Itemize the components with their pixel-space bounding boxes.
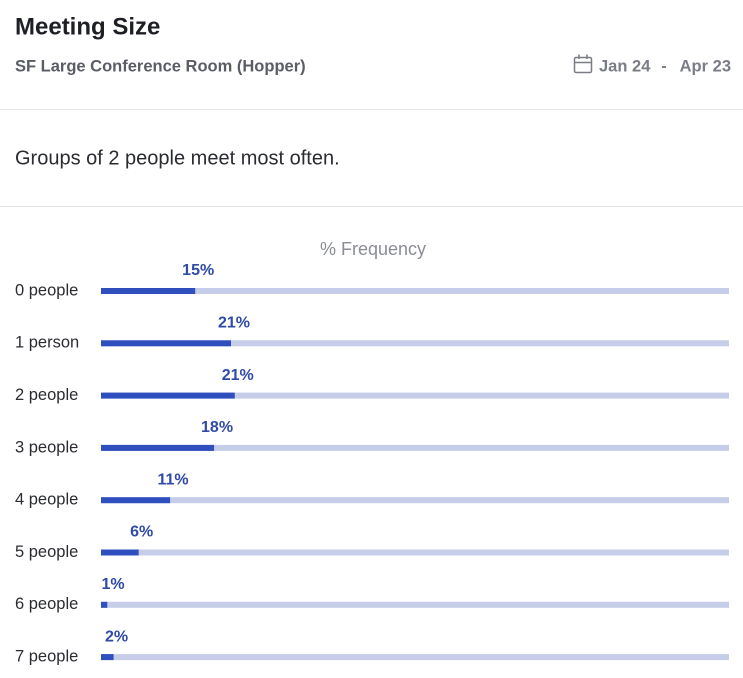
- value-label: 6%: [130, 524, 153, 541]
- value-label: 2%: [105, 628, 128, 645]
- category-label: 5 people: [15, 543, 78, 561]
- bar: [101, 444, 215, 451]
- chart-title: % Frequency: [320, 239, 426, 259]
- category-label: 1 person: [15, 334, 79, 352]
- category-label: 0 people: [15, 281, 78, 299]
- category-label: 6 people: [15, 595, 78, 613]
- value-label: 21%: [222, 367, 254, 384]
- value-label: 15%: [182, 262, 214, 279]
- value-label: 18%: [201, 419, 233, 436]
- calendar-icon: [573, 54, 593, 74]
- room-name: SF Large Conference Room (Hopper): [15, 57, 306, 75]
- bar: [101, 654, 114, 661]
- bar: [101, 549, 139, 556]
- category-label: 7 people: [15, 647, 78, 665]
- bar-track: [101, 340, 729, 347]
- bar-track: [101, 288, 729, 294]
- date-end: Apr 23: [680, 57, 731, 75]
- bar: [101, 601, 108, 608]
- card-title: Meeting Size: [15, 13, 160, 40]
- bar: [101, 497, 171, 504]
- category-label: 3 people: [15, 438, 78, 456]
- bar: [101, 392, 235, 399]
- value-label: 1%: [101, 576, 124, 593]
- bar: [101, 340, 231, 347]
- date-separator: -: [661, 57, 667, 75]
- value-label: 11%: [158, 471, 189, 488]
- value-label: 21%: [218, 315, 250, 332]
- category-label: 2 people: [15, 386, 78, 404]
- bar-track: [101, 497, 729, 504]
- bar-track: [101, 601, 729, 608]
- date-start: Jan 24: [599, 57, 651, 75]
- bar: [101, 288, 196, 294]
- bar-track: [101, 654, 729, 661]
- bar-track: [101, 392, 729, 399]
- bar-track: [101, 444, 729, 451]
- summary: Groups of 2 people meet most often.: [15, 147, 340, 169]
- category-label: 4 people: [15, 491, 78, 509]
- bar-track: [101, 549, 729, 556]
